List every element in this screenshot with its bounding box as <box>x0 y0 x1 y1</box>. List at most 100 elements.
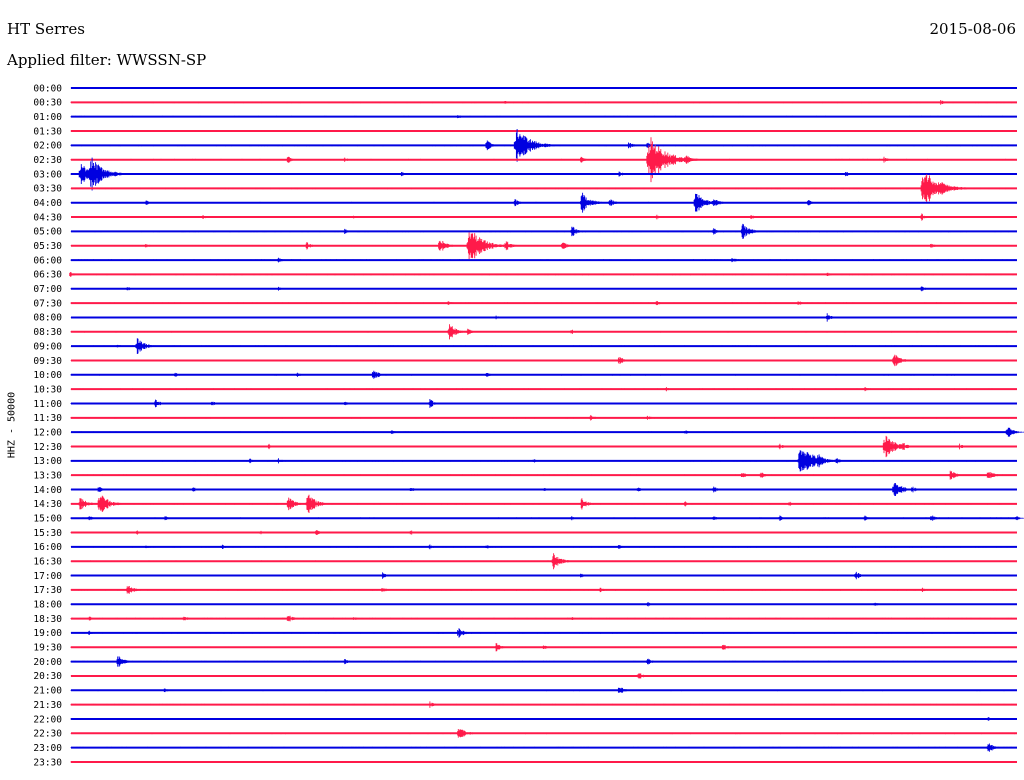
seismic-event <box>920 213 937 221</box>
seismic-event <box>712 199 734 206</box>
seismic-event <box>513 129 564 162</box>
seismic-event <box>750 215 765 219</box>
seismic-event <box>617 545 633 549</box>
seismic-event <box>911 486 928 493</box>
time-label-0300: 03:00 <box>33 169 62 180</box>
seismic-event <box>826 313 844 322</box>
time-label-0330: 03:30 <box>33 184 62 195</box>
seismic-event <box>126 287 141 291</box>
seismic-event <box>343 157 358 162</box>
seismic-event <box>466 328 484 335</box>
time-label-1800: 18:00 <box>33 600 62 611</box>
time-label-0230: 02:30 <box>33 155 62 166</box>
seismic-event <box>381 588 398 592</box>
time-label-0130: 01:30 <box>33 126 62 137</box>
seismic-event <box>655 301 670 306</box>
seismic-event <box>126 586 150 594</box>
seismic-event <box>646 658 663 665</box>
time-label-2200: 22:00 <box>33 714 62 725</box>
seismic-event <box>1015 516 1024 521</box>
seismic-event <box>986 472 1009 479</box>
seismic-event <box>532 459 547 463</box>
seismic-event <box>580 573 595 578</box>
time-label-0730: 07:30 <box>33 298 62 309</box>
seismic-event <box>504 101 517 104</box>
trace-noise <box>70 746 1017 749</box>
seismic-event <box>920 286 935 292</box>
seismic-event <box>163 688 178 693</box>
seismic-event <box>949 470 971 480</box>
time-label-0900: 09:00 <box>33 341 62 352</box>
seismic-event <box>428 544 443 550</box>
time-label-1130: 11:30 <box>33 413 62 424</box>
seismic-event <box>551 553 580 570</box>
seismic-event <box>277 286 291 291</box>
seismic-event <box>684 430 698 434</box>
time-label-1030: 10:30 <box>33 384 62 395</box>
seismic-event <box>986 717 1002 721</box>
seismic-event <box>599 587 614 593</box>
trace-noise <box>70 345 1017 347</box>
time-label-2230: 22:30 <box>33 729 62 740</box>
trace-noise <box>70 617 1017 620</box>
seismic-event <box>438 240 464 251</box>
time-label-1730: 17:30 <box>33 585 62 596</box>
seismic-event <box>144 244 160 248</box>
seismic-event <box>882 156 899 163</box>
time-label-2030: 20:30 <box>33 671 62 682</box>
seismic-event <box>797 301 812 305</box>
time-label-2100: 21:00 <box>33 686 62 697</box>
trace-noise <box>70 330 1017 333</box>
trace-noise <box>70 474 1017 476</box>
time-label-1500: 15:00 <box>33 514 62 525</box>
seismic-event <box>457 628 479 638</box>
seismic-event <box>192 487 207 492</box>
seismic-event <box>286 615 306 622</box>
trace-noise <box>70 431 1017 433</box>
seismic-event <box>353 617 368 620</box>
trace-noise <box>70 388 1017 390</box>
time-label-0530: 05:30 <box>33 241 62 252</box>
seismic-event <box>617 687 638 693</box>
time-label-2130: 21:30 <box>33 700 62 711</box>
seismic-event <box>920 587 935 593</box>
seismic-event <box>390 430 405 435</box>
seismic-event <box>646 415 661 420</box>
seismic-event <box>494 315 509 320</box>
seismic-event <box>504 241 526 251</box>
seismic-event <box>305 494 339 513</box>
seismic-event <box>580 156 596 163</box>
seismic-event <box>778 515 793 521</box>
time-label-0030: 00:30 <box>33 98 62 109</box>
seismic-event <box>570 617 585 621</box>
seismic-event <box>844 171 861 177</box>
seismic-event <box>116 344 131 348</box>
seismic-event <box>305 242 323 250</box>
seismic-event <box>409 530 425 535</box>
seismic-event <box>561 242 581 249</box>
seismic-event <box>939 99 954 105</box>
seismic-event <box>409 488 425 491</box>
seismic-event <box>788 501 803 506</box>
seismic-event <box>97 495 133 512</box>
seismic-event <box>296 372 311 377</box>
seismic-event <box>400 171 415 177</box>
seismic-event <box>740 473 758 478</box>
seismic-event <box>485 372 500 377</box>
time-label-0500: 05:00 <box>33 227 62 238</box>
seismic-event <box>88 616 104 621</box>
seismic-event <box>457 115 471 119</box>
seismic-event <box>684 155 706 164</box>
seismic-event <box>570 329 585 334</box>
time-label-1700: 17:00 <box>33 571 62 582</box>
station-title: HT Serres <box>7 20 85 38</box>
time-label-1830: 18:30 <box>33 614 62 625</box>
time-label-0400: 04:00 <box>33 198 62 209</box>
seismic-event <box>494 643 515 652</box>
seismic-event <box>211 401 226 406</box>
time-label-2300: 23:00 <box>33 743 62 754</box>
seismic-event <box>315 530 331 535</box>
seismic-event <box>570 226 592 237</box>
time-label-0930: 09:30 <box>33 356 62 367</box>
trace-noise <box>70 173 1017 175</box>
